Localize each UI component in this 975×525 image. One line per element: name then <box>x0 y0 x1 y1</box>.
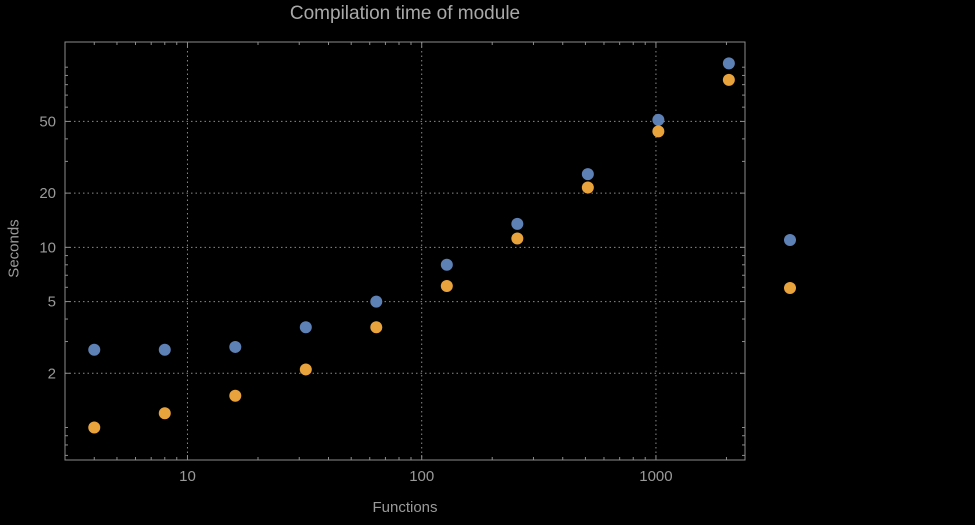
data-point-orange <box>299 363 312 376</box>
data-point-blue <box>88 343 101 356</box>
data-point-orange <box>511 232 524 245</box>
y-tick-label: 20 <box>39 185 56 202</box>
data-point-orange <box>88 421 101 434</box>
data-point-blue <box>722 57 735 70</box>
data-point-blue <box>440 258 453 271</box>
chart-title: Compilation time of module <box>289 3 521 24</box>
y-tick-label: 2 <box>48 365 56 382</box>
data-point-blue <box>158 343 171 356</box>
data-point-blue <box>581 168 594 181</box>
y-tick-label: 50 <box>39 113 56 130</box>
data-point-orange <box>229 389 242 402</box>
data-point-orange <box>370 321 383 334</box>
data-point-blue <box>511 217 524 230</box>
y-tick-label: 10 <box>39 239 56 256</box>
x-tick-label: 10 <box>179 468 196 485</box>
x-tick-label: 1000 <box>639 468 672 485</box>
data-point-orange <box>158 407 171 420</box>
data-point-orange <box>440 280 453 293</box>
data-point-blue <box>370 295 383 308</box>
legend-marker-blue-marker <box>784 234 796 246</box>
plot-frame <box>64 41 746 461</box>
y-tick-label: 5 <box>48 294 56 311</box>
data-point-orange <box>652 125 665 138</box>
x-axis-label: Functions <box>372 499 438 516</box>
data-point-blue <box>229 340 242 353</box>
data-point-blue <box>299 321 312 334</box>
legend-marker-orange-marker <box>784 282 796 294</box>
data-point-orange <box>722 73 735 86</box>
x-tick-label: 100 <box>409 468 434 485</box>
y-axis-label: Seconds <box>5 219 23 278</box>
data-point-blue <box>652 113 665 126</box>
data-point-orange <box>581 181 594 194</box>
